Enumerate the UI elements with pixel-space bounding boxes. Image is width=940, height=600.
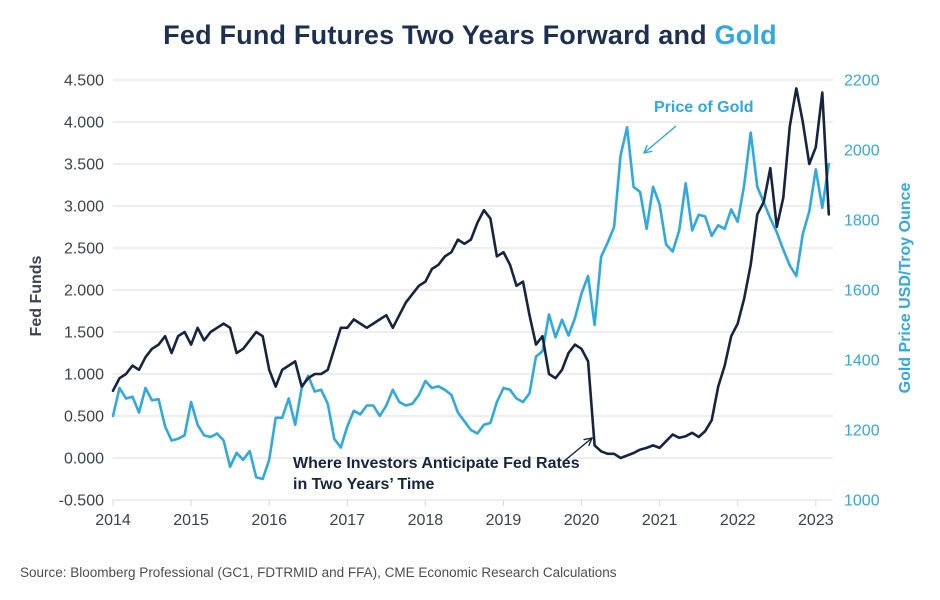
fed-annotation: Where Investors Anticipate Fed Rates in …	[293, 453, 580, 495]
left-axis-tick: 0.000	[64, 451, 104, 468]
left-axis-tick: 2.500	[64, 241, 104, 258]
right-axis-tick: 1800	[844, 213, 880, 230]
chart-title: Fed Fund Futures Two Years Forward and G…	[0, 20, 940, 51]
left-axis-tick: 4.500	[64, 73, 104, 90]
gold-annotation-arrow	[643, 125, 677, 154]
left-axis-tick: 3.500	[64, 157, 104, 174]
fed-annotation-arrow	[562, 437, 593, 463]
gold-annotation-arrow-head	[643, 150, 653, 154]
left-axis-tick: 2.000	[64, 283, 104, 300]
fed-funds-line	[111, 87, 831, 460]
source-note: Source: Bloomberg Professional (GC1, FDT…	[20, 565, 617, 580]
x-axis-tick: 2020	[564, 512, 600, 529]
right-axis-tick: 1400	[844, 353, 880, 370]
fed-annotation-line2: in Two Years’ Time	[293, 476, 435, 493]
left-axis-tick: 1.500	[64, 325, 104, 342]
fed-annotation-arrow-head	[588, 437, 593, 447]
chart-title-main: Fed Fund Futures Two Years Forward and	[163, 20, 715, 50]
x-axis-tick: 2017	[329, 512, 365, 529]
x-axis-tick: 2021	[642, 512, 678, 529]
x-axis-tick: 2018	[408, 512, 444, 529]
right-axis-tick: 1000	[844, 493, 880, 510]
right-axis-title: Gold Price USD/Troy Ounce	[897, 182, 914, 394]
left-axis-tick: 3.000	[64, 199, 104, 216]
x-axis-tick: 2022	[720, 512, 756, 529]
x-axis-tick: 2019	[486, 512, 522, 529]
left-axis-tick: 4.000	[64, 115, 104, 132]
left-axis-tick: 1.000	[64, 367, 104, 384]
x-axis-tick: 2023	[798, 512, 834, 529]
gold-annotation: Price of Gold	[654, 99, 754, 116]
fed-annotation-line1: Where Investors Anticipate Fed Rates	[293, 455, 580, 472]
right-axis-tick: 2000	[844, 143, 880, 160]
gold-price-line	[111, 126, 831, 481]
chart-title-gold: Gold	[714, 20, 777, 50]
left-axis-title: Fed Funds	[28, 255, 45, 337]
x-axis-tick: 2014	[95, 512, 131, 529]
gold-annotation-arrow-head	[643, 144, 648, 154]
fed-annotation-arrow-head	[583, 437, 593, 441]
right-axis-tick: 2200	[844, 73, 880, 90]
x-axis-tick: 2015	[173, 512, 209, 529]
right-axis-tick: 1200	[844, 423, 880, 440]
right-axis-tick: 1600	[844, 283, 880, 300]
left-axis-tick: -0.500	[59, 493, 104, 510]
x-axis-tick: 2016	[251, 512, 287, 529]
left-axis-tick: 0.500	[64, 409, 104, 426]
